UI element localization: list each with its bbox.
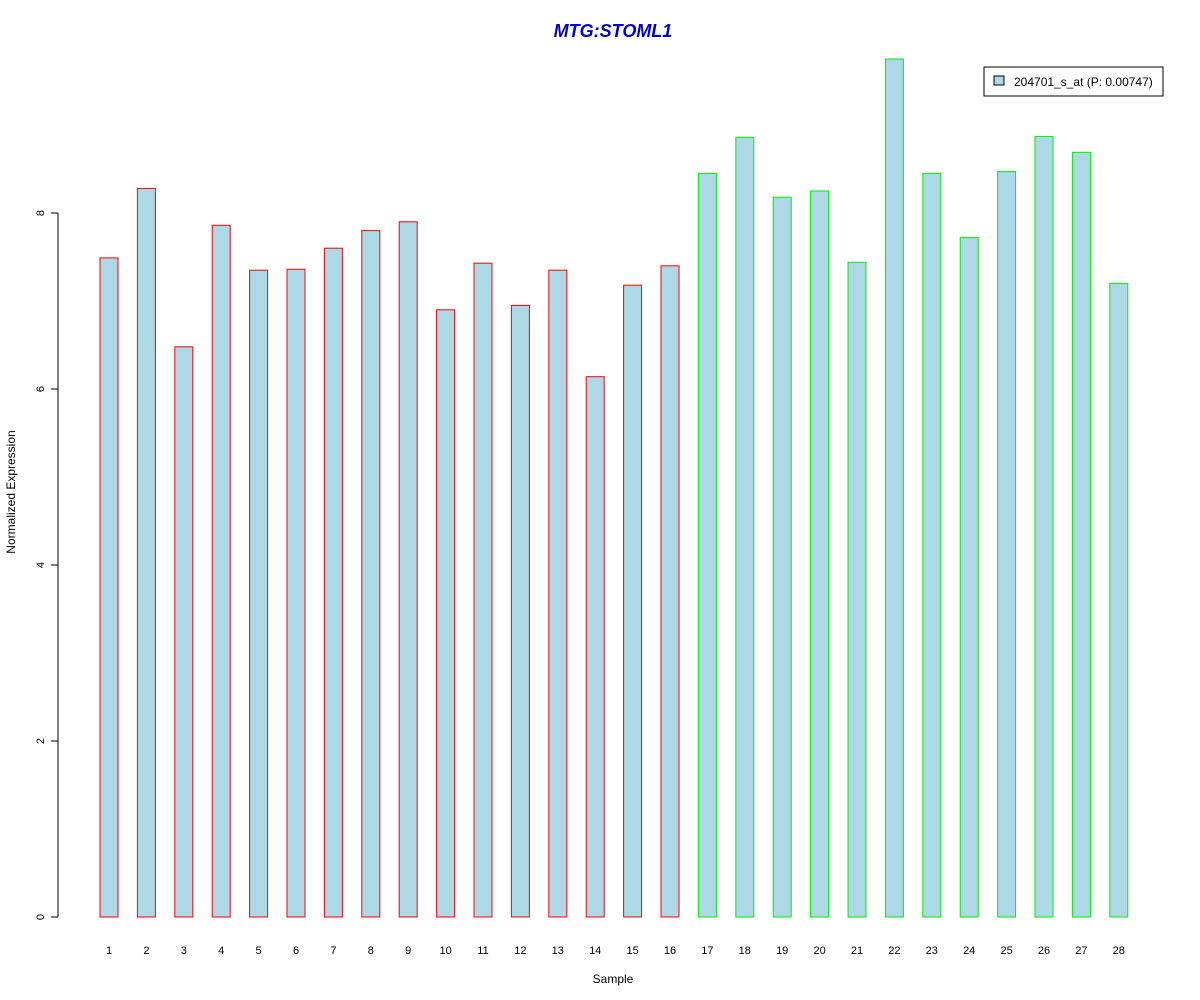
x-tick-label: 17 — [701, 945, 713, 957]
bar-sample-13 — [548, 269, 568, 918]
x-tick-label: 11 — [477, 945, 488, 957]
bar-sample-19 — [772, 196, 792, 918]
x-tick-label: 4 — [218, 945, 224, 957]
bar-sample-11 — [473, 262, 493, 918]
x-tick-label: 19 — [776, 945, 788, 957]
bar-sample-18 — [735, 136, 755, 918]
y-axis-label: Normalized Expression — [4, 430, 18, 553]
bar-sample-16 — [660, 265, 680, 918]
bar-sample-24 — [959, 237, 979, 918]
bar-sample-15 — [623, 284, 643, 918]
y-tick-label: 8 — [35, 210, 47, 216]
bar-sample-12 — [510, 304, 530, 918]
bars-group — [99, 58, 1129, 918]
legend-swatch — [993, 75, 1005, 86]
x-tick-label: 21 — [851, 945, 863, 957]
x-tick-label: 18 — [739, 945, 751, 957]
bar-sample-27 — [1071, 151, 1091, 918]
x-tick-label: 16 — [664, 945, 676, 957]
x-axis-label: Sample — [593, 972, 634, 986]
bar-sample-10 — [436, 309, 456, 918]
x-tick-label: 24 — [963, 945, 975, 957]
bar-sample-1 — [99, 257, 119, 918]
x-tick-label: 5 — [256, 945, 262, 957]
bar-sample-9 — [398, 221, 418, 918]
bar-sample-6 — [286, 268, 306, 918]
y-tick-label: 2 — [35, 738, 47, 744]
x-tick-label: 14 — [589, 945, 601, 957]
bar-sample-28 — [1109, 282, 1129, 918]
bar-sample-8 — [361, 230, 381, 918]
legend-box — [983, 66, 1164, 97]
bar-sample-20 — [810, 190, 830, 918]
x-tick-label: 10 — [439, 945, 451, 957]
y-tick-label: 4 — [35, 562, 47, 568]
x-tick-label: 3 — [181, 945, 187, 957]
y-tick-label: 0 — [35, 914, 47, 920]
bar-sample-4 — [211, 224, 231, 918]
legend: 204701_s_at (P: 0.00747) — [983, 66, 1164, 97]
legend-label: 204701_s_at (P: 0.00747) — [1014, 75, 1153, 89]
x-tick-label: 1 — [106, 945, 112, 957]
x-tick-label: 28 — [1113, 945, 1125, 957]
x-tick-label: 7 — [330, 945, 336, 957]
x-tick-label: 23 — [926, 945, 938, 957]
x-tick-label: 20 — [813, 945, 825, 957]
x-tick-label: 12 — [514, 945, 526, 957]
bar-sample-22 — [884, 58, 904, 918]
x-tick-label: 6 — [293, 945, 299, 957]
x-tick-label: 13 — [552, 945, 564, 957]
bar-sample-23 — [922, 172, 942, 918]
bar-sample-2 — [136, 187, 156, 918]
x-tick-labels: 1 2 3 4 5 6 7 8 9 10 11 12 13 14 15 16 17 18 19 20 21 22 23 24 2… — [106, 945, 1125, 957]
bar-sample-5 — [249, 269, 269, 918]
bar-sample-14 — [585, 376, 605, 918]
x-tick-label: 9 — [405, 945, 411, 957]
x-tick-label: 27 — [1075, 945, 1087, 957]
y-axis: 0 2 4 6 8 — [35, 210, 59, 920]
x-tick-label: 26 — [1038, 945, 1050, 957]
chart-title: MTG:STOML1 — [554, 21, 673, 41]
x-tick-label: 8 — [368, 945, 374, 957]
bar-sample-3 — [174, 346, 194, 918]
x-tick-label: 25 — [1000, 945, 1012, 957]
y-tick-label: 6 — [35, 386, 47, 392]
bar-sample-21 — [847, 261, 867, 918]
bar-sample-17 — [697, 172, 717, 918]
x-tick-label: 22 — [888, 945, 900, 957]
bar-sample-7 — [323, 247, 343, 918]
x-tick-label: 2 — [143, 945, 149, 957]
x-tick-label: 15 — [626, 945, 638, 957]
bar-sample-25 — [997, 171, 1017, 918]
bar-sample-26 — [1034, 135, 1054, 918]
